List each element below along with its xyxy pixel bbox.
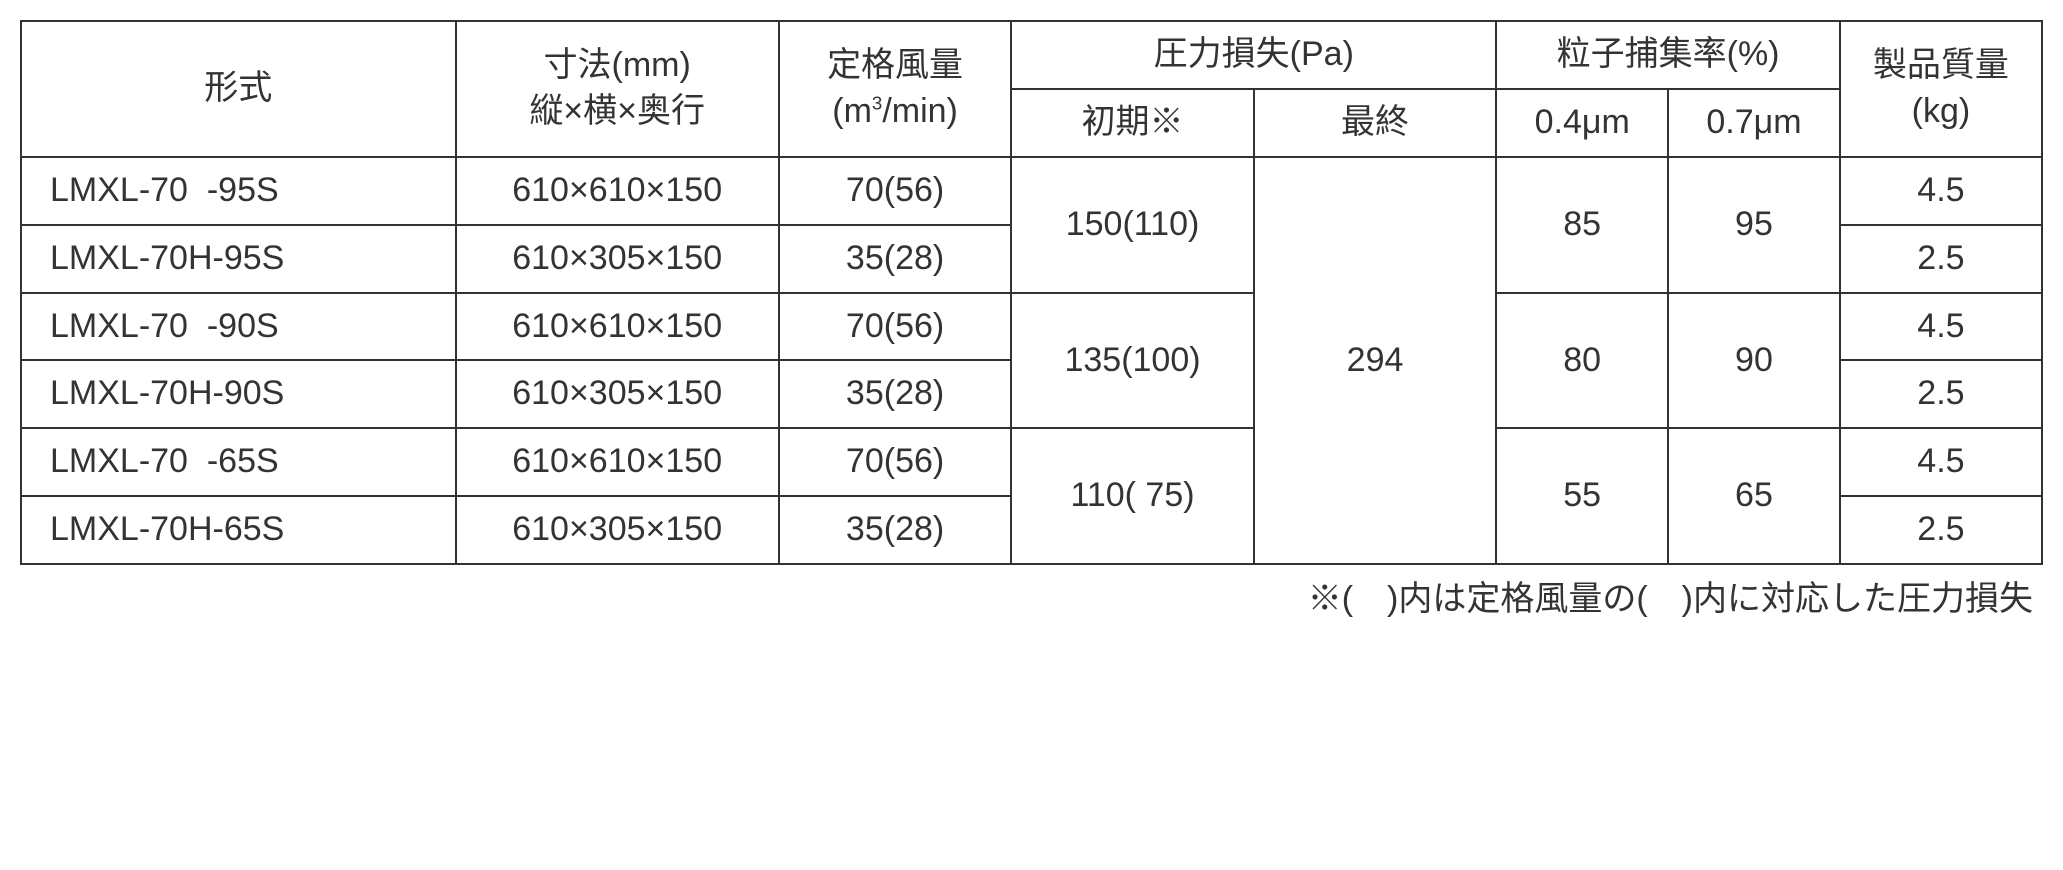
cell-model: LMXL-70 -90S [21,293,456,361]
cell-airflow: 70(56) [779,157,1011,225]
th-pressure-drop: 圧力損失(Pa) [1011,21,1496,89]
cell-weight: 2.5 [1840,496,2042,564]
footnote: ※( )内は定格風量の( )内に対応した圧力損失 [20,571,2043,620]
th-model: 形式 [21,21,456,157]
cell-dims: 610×305×150 [456,360,779,428]
cell-airflow: 70(56) [779,293,1011,361]
cell-dims: 610×610×150 [456,293,779,361]
th-weight-line2: (kg) [1912,92,1971,130]
cell-pd-initial: 135(100) [1011,293,1254,429]
cell-model: LMXL-70 -65S [21,428,456,496]
cell-eff-04um: 55 [1496,428,1668,564]
cell-pd-final: 294 [1254,157,1497,564]
cell-airflow: 35(28) [779,496,1011,564]
cell-weight: 2.5 [1840,360,2042,428]
cell-weight: 4.5 [1840,428,2042,496]
cell-model: LMXL-70H-65S [21,496,456,564]
table-row: LMXL-70 -95S 610×610×150 70(56) 150(110)… [21,157,2042,225]
th-pd-initial: 初期※ [1011,89,1254,157]
cell-eff-07um: 90 [1668,293,1840,429]
th-airflow-line2-suffix: /min) [882,92,958,130]
th-airflow: 定格風量 (m3/min) [779,21,1011,157]
cell-dims: 610×305×150 [456,496,779,564]
th-airflow-line1: 定格風量 [827,46,963,84]
th-dims: 寸法(mm) 縦×横×奥行 [456,21,779,157]
th-airflow-line2-sup: 3 [872,93,882,114]
cell-pd-initial: 150(110) [1011,157,1254,293]
cell-dims: 610×305×150 [456,225,779,293]
table-row: LMXL-70 -90S 610×610×150 70(56) 135(100)… [21,293,2042,361]
cell-model: LMXL-70H-90S [21,360,456,428]
cell-weight: 4.5 [1840,157,2042,225]
cell-weight: 2.5 [1840,225,2042,293]
cell-airflow: 35(28) [779,360,1011,428]
th-pd-final: 最終 [1254,89,1497,157]
th-dims-line1: 寸法(mm) [544,46,691,84]
cell-airflow: 70(56) [779,428,1011,496]
table-row: LMXL-70 -65S 610×610×150 70(56) 110( 75)… [21,428,2042,496]
cell-model: LMXL-70 -95S [21,157,456,225]
th-eff-07um: 0.7μm [1668,89,1840,157]
cell-pd-initial: 110( 75) [1011,428,1254,564]
cell-eff-07um: 95 [1668,157,1840,293]
cell-dims: 610×610×150 [456,157,779,225]
th-eff-04um: 0.4μm [1496,89,1668,157]
spec-table: 形式 寸法(mm) 縦×横×奥行 定格風量 (m3/min) 圧力損失(Pa) … [20,20,2043,565]
th-weight-line1: 製品質量 [1873,46,2009,84]
cell-model: LMXL-70H-95S [21,225,456,293]
th-dims-line2: 縦×横×奥行 [529,92,705,130]
cell-eff-07um: 65 [1668,428,1840,564]
th-efficiency: 粒子捕集率(%) [1496,21,1840,89]
th-weight: 製品質量 (kg) [1840,21,2042,157]
cell-dims: 610×610×150 [456,428,779,496]
cell-eff-04um: 85 [1496,157,1668,293]
cell-eff-04um: 80 [1496,293,1668,429]
cell-airflow: 35(28) [779,225,1011,293]
th-airflow-line2-prefix: (m [832,92,872,130]
cell-weight: 4.5 [1840,293,2042,361]
